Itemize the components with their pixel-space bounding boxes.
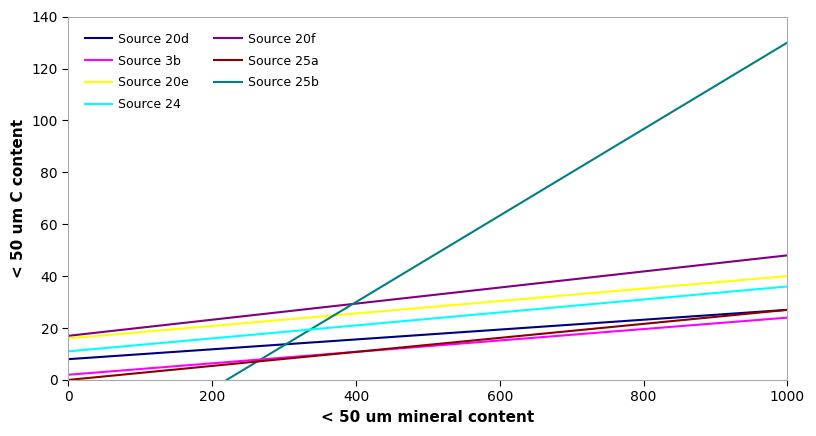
X-axis label: < 50 um mineral content: < 50 um mineral content	[322, 410, 534, 425]
Legend: Source 20d, Source 3b, Source 20e, Source 24, Source 20f, Source 25a, Source 25b: Source 20d, Source 3b, Source 20e, Sourc…	[75, 23, 329, 121]
Y-axis label: < 50 um C content: < 50 um C content	[11, 119, 26, 278]
